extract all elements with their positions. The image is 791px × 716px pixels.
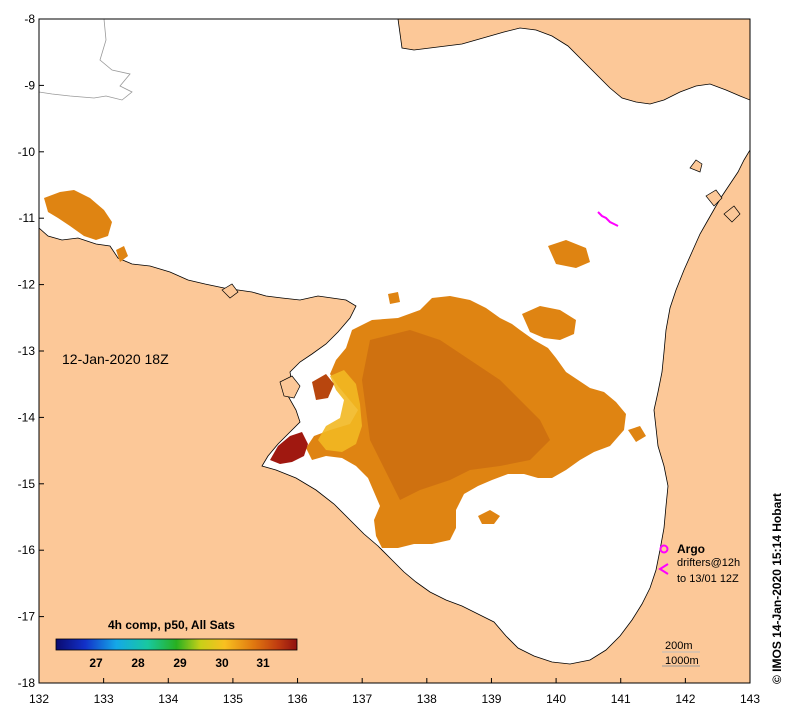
legend-contour-200: 200m: [665, 640, 693, 652]
y-tick-label: -13: [18, 344, 36, 358]
colorbar-tick-label: 27: [89, 656, 103, 670]
colorbar-ticks: 27 28 29 30 31: [89, 656, 270, 670]
island-west-1: [221, 283, 239, 299]
land-north: [397, 19, 750, 105]
colorbar-tick-label: 31: [256, 656, 270, 670]
sst-patch-nw: [44, 190, 128, 262]
colorbar-title: 4h comp, p50, All Sats: [108, 618, 235, 632]
sst-patch-dark: [362, 330, 550, 500]
y-tick-label: -14: [18, 410, 36, 424]
island-west-2: [279, 375, 301, 399]
y-tick-label: -10: [18, 145, 36, 159]
drifter-track: [597, 211, 619, 227]
y-tick-label: -11: [19, 211, 36, 225]
sst-patch-s: [478, 426, 646, 524]
island-torres: [689, 159, 741, 223]
y-tick-label: -12: [18, 278, 36, 292]
x-tick-label: 133: [94, 692, 114, 706]
x-axis: 132 133 134 135 136 137 138 139 140 141 142 143: [29, 678, 760, 706]
y-tick-label: -9: [24, 78, 35, 92]
land-west: [39, 149, 750, 683]
coast-gray: [39, 19, 133, 101]
legend-contour-1000: 1000m: [665, 655, 699, 667]
x-tick-label: 142: [675, 692, 695, 706]
drifter-arrow-icon: [658, 563, 669, 575]
x-tick-label: 132: [29, 692, 49, 706]
x-tick-label: 140: [546, 692, 566, 706]
sst-patch-darkred: [312, 374, 334, 400]
y-tick-label: -15: [18, 477, 36, 491]
x-tick-label: 134: [158, 692, 178, 706]
y-axis: -8 -9 -10 -11 -12 -13 -14 -15 -16 -17 -18: [18, 12, 44, 690]
colorbar-tick-label: 28: [131, 656, 145, 670]
colorbar: [55, 638, 298, 651]
colorbar-tick-label: 30: [215, 656, 229, 670]
x-tick-label: 137: [352, 692, 372, 706]
x-tick-label: 141: [611, 692, 631, 706]
legend-drifters-2: to 13/01 12Z: [677, 573, 739, 585]
y-tick-label: -16: [18, 543, 36, 557]
sst-patch-red: [270, 432, 308, 464]
x-tick-label: 143: [740, 692, 760, 706]
y-tick-label: -18: [18, 676, 36, 690]
x-tick-label: 135: [223, 692, 243, 706]
legend-argo: Argo: [677, 542, 705, 556]
argo-marker-icon: [659, 544, 669, 554]
legend-drifters-1: drifters@12h: [677, 557, 740, 569]
x-tick-label: 136: [288, 692, 308, 706]
y-tick-label: -17: [18, 610, 36, 624]
y-tick-label: -8: [24, 12, 35, 26]
credit-label: © IMOS 14-Jan-2020 15:14 Hobart: [770, 493, 784, 684]
sst-patch-yellow: [318, 370, 362, 452]
sst-patch-ne: [388, 240, 590, 340]
x-tick-label: 139: [481, 692, 501, 706]
x-tick-label: 138: [417, 692, 437, 706]
colorbar-tick-label: 29: [173, 656, 187, 670]
date-label: 12-Jan-2020 18Z: [62, 351, 169, 367]
